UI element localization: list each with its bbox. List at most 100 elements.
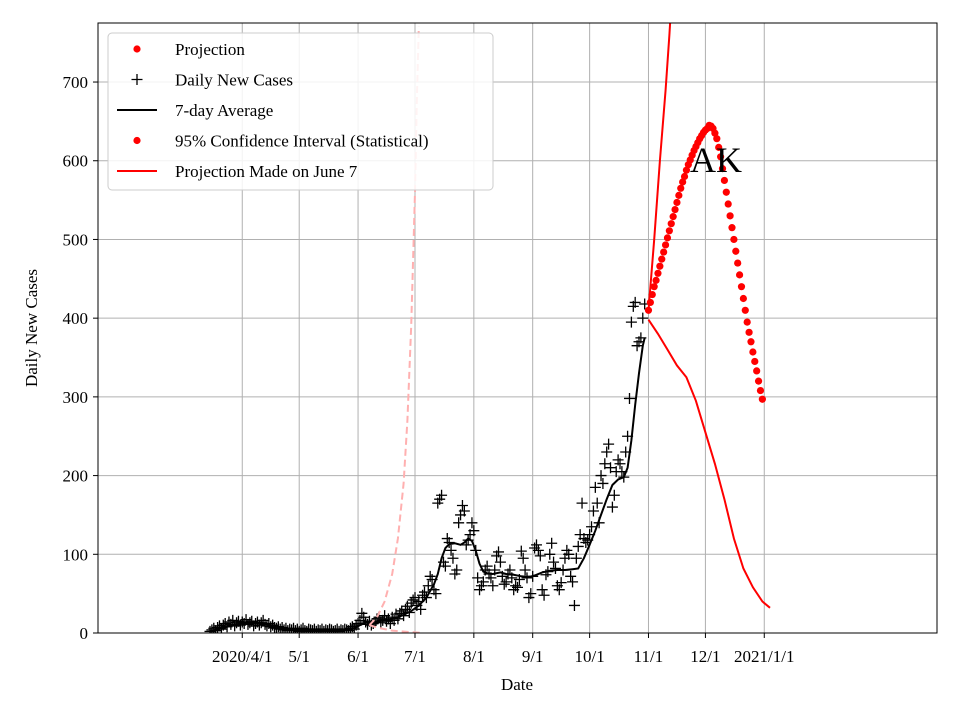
daily-case-point: [407, 594, 419, 606]
daily-case-point: [477, 576, 489, 588]
daily-case-point: [614, 458, 626, 470]
daily-case-point: [466, 517, 478, 529]
daily-case-point: [418, 586, 430, 598]
projection-point: [671, 205, 679, 214]
series-line: [368, 26, 420, 626]
x-tick-label: 2021/1/1: [734, 647, 794, 666]
x-tick-label: 9/1: [522, 647, 544, 666]
daily-case-point: [538, 589, 550, 601]
projection-point: [667, 220, 675, 228]
daily-case-point: [445, 544, 457, 556]
legend-marker-dot: [133, 136, 141, 145]
legend: Projection Daily New Cases 7-day Average 95…: [107, 32, 494, 191]
daily-case-point: [563, 548, 575, 560]
daily-case-point: [517, 552, 529, 564]
daily-case-point: [456, 499, 468, 511]
daily-case-point: [553, 584, 565, 596]
y-tick-label: 300: [63, 388, 89, 407]
projection-point: [751, 357, 759, 366]
daily-case-point: [608, 489, 620, 501]
x-tick-label: 7/1: [404, 647, 426, 666]
daily-case-point: [589, 481, 601, 493]
daily-case-point: [565, 570, 577, 582]
y-tick-label: 100: [63, 545, 89, 564]
projection-point: [754, 377, 763, 385]
legend-label: 7-day Average: [175, 101, 273, 120]
axes: 2020/4/1 5/1 6/1 7/1 8/1 9/1 10/1 11/1 12/1 2021/…: [63, 22, 938, 666]
projection-point: [749, 348, 757, 356]
legend-label: Daily New Cases: [175, 71, 293, 90]
projection-point: [730, 235, 738, 244]
series-line: [647, 23, 672, 311]
daily-case-point: [576, 497, 588, 509]
daily-case-point: [458, 505, 470, 517]
daily-case-point: [453, 517, 465, 529]
daily-case-point: [546, 537, 558, 549]
daily-case-point: [555, 577, 567, 589]
daily-case-point: [512, 581, 523, 593]
daily-case-point: [498, 578, 510, 590]
x-axis-label: Date: [501, 675, 533, 694]
daily-case-point: [530, 539, 542, 551]
projection-point: [682, 166, 691, 174]
projection-point: [652, 276, 660, 284]
projection-point: [717, 153, 725, 161]
y-tick-label: 700: [63, 73, 89, 92]
daily-case-point: [595, 470, 607, 482]
projection-point: [665, 227, 673, 235]
daily-case-point: [500, 576, 512, 588]
daily-case-point: [422, 580, 434, 592]
daily-case-point: [534, 550, 546, 562]
legend-label: Projection: [175, 40, 245, 59]
x-tick-label: 6/1: [347, 647, 369, 666]
projection-point: [718, 165, 727, 173]
projection-point: [734, 259, 742, 267]
daily-case-point: [536, 584, 548, 596]
daily-case-point: [567, 576, 579, 588]
projection-point: [739, 294, 747, 303]
daily-case-point: [570, 552, 582, 564]
legend-marker-dot: [133, 45, 141, 53]
daily-case-point: [568, 599, 580, 611]
daily-case-point: [468, 525, 480, 537]
daily-case-point: [605, 462, 617, 474]
projection-point: [713, 135, 721, 143]
projection-point: [658, 255, 666, 263]
projection-point: [675, 191, 683, 199]
legend-box: [107, 32, 494, 191]
projection-point: [646, 298, 654, 307]
daily-case-point: [358, 611, 370, 623]
daily-case-point: [601, 446, 613, 458]
y-tick-label: 500: [63, 230, 89, 249]
projection-point: [656, 262, 664, 270]
legend-label: Projection Made on June 7: [175, 162, 358, 181]
projection-point: [722, 188, 730, 196]
daily-case-point: [447, 552, 459, 564]
y-tick-label: 400: [63, 309, 89, 328]
projection-point: [724, 200, 732, 208]
daily-case-point: [472, 572, 484, 584]
daily-case-point: [544, 548, 556, 560]
projection-point: [677, 184, 685, 192]
projection-point: [747, 338, 755, 346]
x-tick-label: 2020/4/1: [212, 647, 272, 666]
x-tick-label: 12/1: [690, 647, 720, 666]
projection-point: [726, 212, 734, 220]
daily-case-point: [415, 603, 427, 615]
projection-point: [660, 248, 668, 256]
daily-case-point: [532, 544, 544, 556]
daily-case-point: [494, 556, 506, 568]
daily-case-point: [629, 296, 641, 308]
daily-case-point: [525, 588, 537, 600]
series-line: [209, 337, 646, 633]
y-axis-label: Daily New Cases: [22, 269, 41, 387]
daily-case-point: [519, 564, 531, 576]
daily-case-point: [430, 588, 442, 600]
daily-case-point: [375, 617, 387, 629]
y-tick-label: 600: [63, 152, 89, 171]
daily-case-point: [481, 560, 493, 572]
legend-label: 95% Confidence Interval (Statistical): [175, 132, 429, 151]
projection-point: [756, 386, 765, 395]
daily-case-point: [548, 556, 560, 568]
projection-point: [732, 247, 740, 255]
